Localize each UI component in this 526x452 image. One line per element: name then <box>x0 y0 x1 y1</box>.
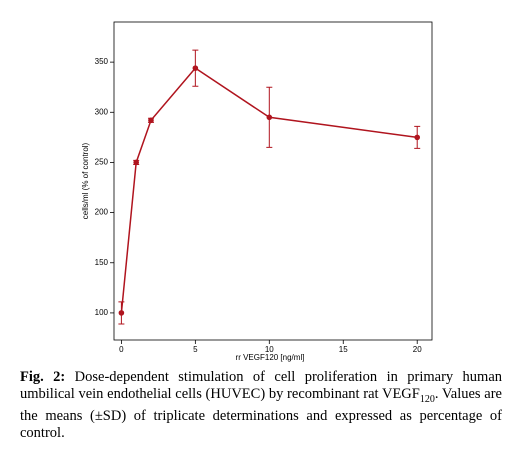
data-point <box>266 114 273 121</box>
y-tick-label: 100 <box>95 308 109 317</box>
data-point <box>414 134 421 141</box>
y-axis-label: cells/ml (% of control) <box>81 142 90 219</box>
plot-frame <box>113 21 433 341</box>
y-tick-label: 250 <box>95 158 109 167</box>
x-tick-label: 15 <box>339 345 348 354</box>
x-tick-label: 10 <box>265 345 274 354</box>
caption-text-end: . Values are the means (±SD) of triplica… <box>20 386 502 441</box>
data-point <box>133 159 139 166</box>
x-tick-label: 5 <box>193 345 198 354</box>
data-line <box>120 67 418 313</box>
caption-label: Fig. 2: <box>20 369 66 385</box>
y-tick-label: 150 <box>95 258 109 267</box>
caption-text: Dose-dependent stimulation of cell proli… <box>20 369 503 402</box>
y-tick-label: 300 <box>95 107 109 116</box>
y-tick-label: 200 <box>95 208 109 217</box>
caption: Fig. 2: Dose-dependent stimulation of ce… <box>20 369 502 442</box>
x-tick-label: 20 <box>413 345 422 354</box>
data-point <box>118 310 125 316</box>
x-tick-label: 0 <box>119 345 124 354</box>
caption-subscript: 120 <box>419 393 435 405</box>
y-tick-label: 350 <box>95 57 109 66</box>
x-axis-label: rr VEGF120 [ng/ml] <box>236 353 305 362</box>
data-point <box>148 117 154 124</box>
chart: rr VEGF120 [ng/ml] cells/ml (% of contro… <box>81 21 433 362</box>
data-point <box>192 65 199 71</box>
